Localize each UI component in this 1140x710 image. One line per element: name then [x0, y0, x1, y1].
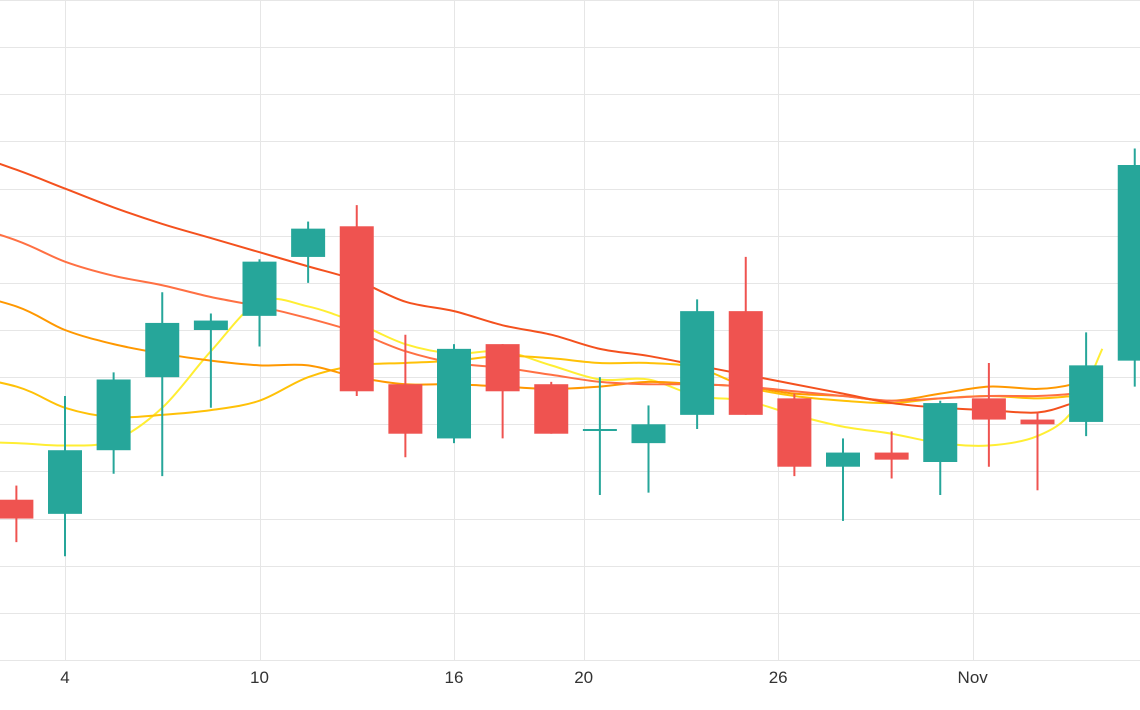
- candle-body: [971, 398, 1006, 420]
- candle-up: [923, 400, 958, 495]
- candles: [0, 148, 1140, 557]
- candle-up: [680, 299, 715, 429]
- candle-body: [485, 344, 520, 392]
- candle-down: [1020, 412, 1055, 491]
- candle-body: [777, 398, 812, 467]
- candle-body: [923, 403, 958, 462]
- candle-body: [728, 311, 763, 415]
- candle-down: [0, 485, 34, 543]
- candle-body: [680, 311, 715, 415]
- candle-body: [48, 450, 82, 514]
- candle-body: [826, 452, 860, 467]
- candle-down: [971, 363, 1006, 467]
- candle-up: [826, 438, 860, 521]
- x-tick-label: Nov: [958, 668, 989, 687]
- candle-down: [534, 381, 569, 434]
- candle-down: [777, 393, 812, 477]
- candle-up: [1069, 332, 1104, 437]
- x-tick-label: 26: [769, 668, 788, 687]
- x-axis-tick-labels: 4 10 16 20 26 Nov: [60, 668, 988, 687]
- candle-body: [1020, 419, 1055, 425]
- candle-up: [193, 313, 228, 408]
- x-tick-label: 4: [60, 668, 69, 687]
- x-tick-label: 16: [445, 668, 464, 687]
- candle-body: [1117, 165, 1140, 361]
- candle-body: [437, 348, 471, 439]
- candle-down: [874, 431, 909, 479]
- candle-up: [96, 372, 131, 474]
- candle-body: [291, 228, 326, 257]
- candle-body: [534, 384, 569, 434]
- candle-down: [728, 256, 763, 415]
- candle-body: [96, 379, 131, 451]
- candle-body: [0, 499, 34, 519]
- candle-down: [339, 205, 374, 396]
- candle-up: [291, 221, 326, 283]
- candle-up: [582, 377, 617, 495]
- candle-body: [582, 429, 617, 431]
- candle-body: [339, 226, 374, 392]
- candle-up: [145, 292, 180, 477]
- candle-body: [145, 322, 180, 378]
- candle-up: [242, 259, 277, 347]
- candle-up: [48, 396, 82, 557]
- candle-body: [388, 384, 423, 434]
- candle-up: [631, 405, 666, 493]
- candle-body: [1069, 365, 1104, 422]
- candle-down: [485, 344, 520, 439]
- candle-down: [388, 334, 423, 458]
- candle-body: [631, 424, 666, 444]
- candle-up: [1117, 148, 1140, 387]
- candle-up: [437, 344, 471, 444]
- candle-body: [242, 261, 277, 316]
- moving-average-line: [0, 233, 1103, 402]
- candle-body: [874, 452, 909, 460]
- x-tick-label: 10: [250, 668, 269, 687]
- x-tick-label: 20: [574, 668, 593, 687]
- candle-body: [193, 320, 228, 330]
